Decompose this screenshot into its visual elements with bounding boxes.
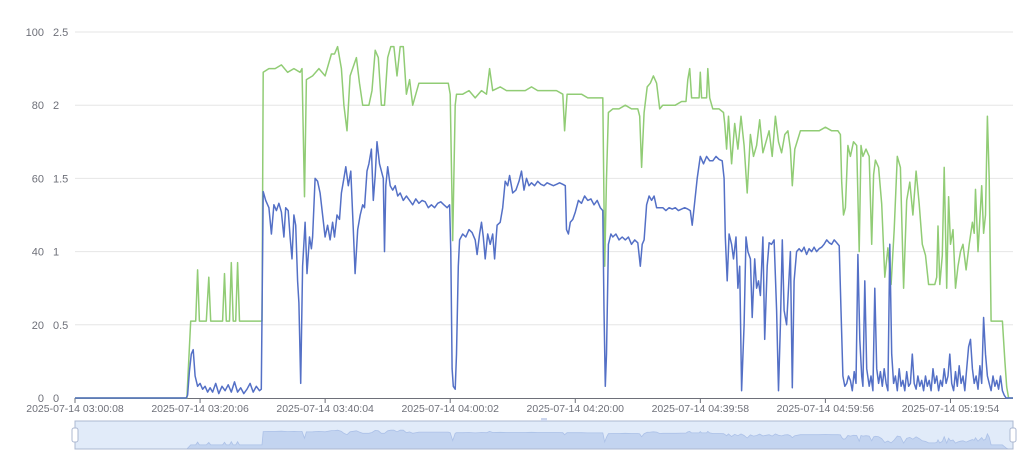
x-tick-label: 2025-07-14 04:00:02: [401, 403, 499, 415]
zoom-left-handle[interactable]: [71, 427, 79, 443]
zoom-selection: [74, 420, 1014, 450]
y-left-tick-label: 100: [26, 27, 44, 39]
grid-layer: [75, 31, 1013, 326]
zoom-right-handle[interactable]: [1009, 427, 1017, 443]
y-left-tick-label: 80: [32, 100, 44, 112]
series-layer: [75, 45, 1013, 399]
y-right-tick-label: 0.5: [53, 320, 68, 332]
y-left-tick-label: 60: [32, 173, 44, 185]
x-tick-label: 2025-07-14 04:20:00: [527, 403, 625, 415]
zoom-move-handle[interactable]: [541, 418, 547, 421]
y-right-tick-label: 0: [53, 393, 59, 405]
series-line-left-axis: [75, 45, 1013, 399]
y-right-tick-label: 1: [53, 247, 59, 259]
y-right-tick-label: 2: [53, 100, 59, 112]
series-line-right-axis: [75, 141, 1013, 399]
x-tick-label: 2025-07-14 04:39:58: [652, 403, 750, 415]
x-tick-label: 2025-07-14 03:40:04: [276, 403, 374, 415]
y-right-tick-label: 1.5: [53, 173, 68, 185]
y-left-tick-label: 0: [38, 393, 44, 405]
x-tick-label: 2025-07-14 04:59:56: [777, 403, 875, 415]
x-axis: 2025-07-14 03:00:08 2025-07-14 03:20:06 20…: [26, 398, 1013, 415]
y-left-tick-label: 40: [32, 247, 44, 259]
data-zoom-slider[interactable]: [71, 418, 1017, 450]
x-tick-label: 2025-07-14 05:19:54: [902, 403, 1000, 415]
x-tick-label: 2025-07-14 03:00:08: [26, 403, 124, 415]
left-axis: 0 20 40 60 80 100: [26, 27, 44, 405]
y-left-tick-label: 20: [32, 320, 44, 332]
x-tick-label: 2025-07-14 03:20:06: [151, 403, 249, 415]
zoom-preview-area: [75, 429, 1013, 450]
y-right-tick-label: 2.5: [53, 27, 68, 39]
right-axis: 0 0.5 1 1.5 2 2.5: [53, 27, 68, 405]
